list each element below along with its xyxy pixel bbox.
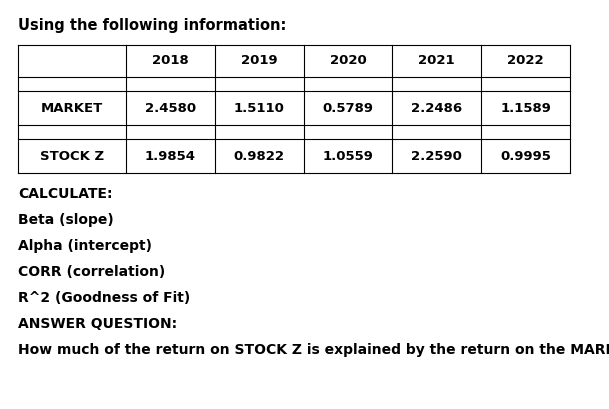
Text: 2022: 2022: [507, 54, 544, 67]
Text: CALCULATE:: CALCULATE:: [18, 187, 113, 201]
Text: 1.5110: 1.5110: [234, 101, 284, 115]
Text: CORR (correlation): CORR (correlation): [18, 265, 165, 279]
Text: How much of the return on STOCK Z is explained by the return on the MARKET?: How much of the return on STOCK Z is exp…: [18, 343, 609, 357]
Text: ANSWER QUESTION:: ANSWER QUESTION:: [18, 317, 177, 331]
Text: MARKET: MARKET: [41, 101, 103, 115]
Text: R^2 (Goodness of Fit): R^2 (Goodness of Fit): [18, 291, 190, 305]
Text: 2020: 2020: [329, 54, 367, 67]
Text: Using the following information:: Using the following information:: [18, 18, 286, 33]
Text: 0.5789: 0.5789: [323, 101, 373, 115]
Text: Alpha (intercept): Alpha (intercept): [18, 239, 152, 253]
Text: 2.2486: 2.2486: [411, 101, 462, 115]
Text: 2021: 2021: [418, 54, 455, 67]
Text: STOCK Z: STOCK Z: [40, 150, 104, 162]
Text: 1.0559: 1.0559: [323, 150, 373, 162]
Text: 2.2590: 2.2590: [411, 150, 462, 162]
Text: 0.9822: 0.9822: [234, 150, 284, 162]
Text: 2018: 2018: [152, 54, 189, 67]
Text: 0.9995: 0.9995: [500, 150, 551, 162]
Text: 1.1589: 1.1589: [500, 101, 551, 115]
Text: 1.9854: 1.9854: [145, 150, 196, 162]
Text: 2019: 2019: [241, 54, 278, 67]
Text: 2.4580: 2.4580: [145, 101, 196, 115]
Text: Beta (slope): Beta (slope): [18, 213, 114, 227]
